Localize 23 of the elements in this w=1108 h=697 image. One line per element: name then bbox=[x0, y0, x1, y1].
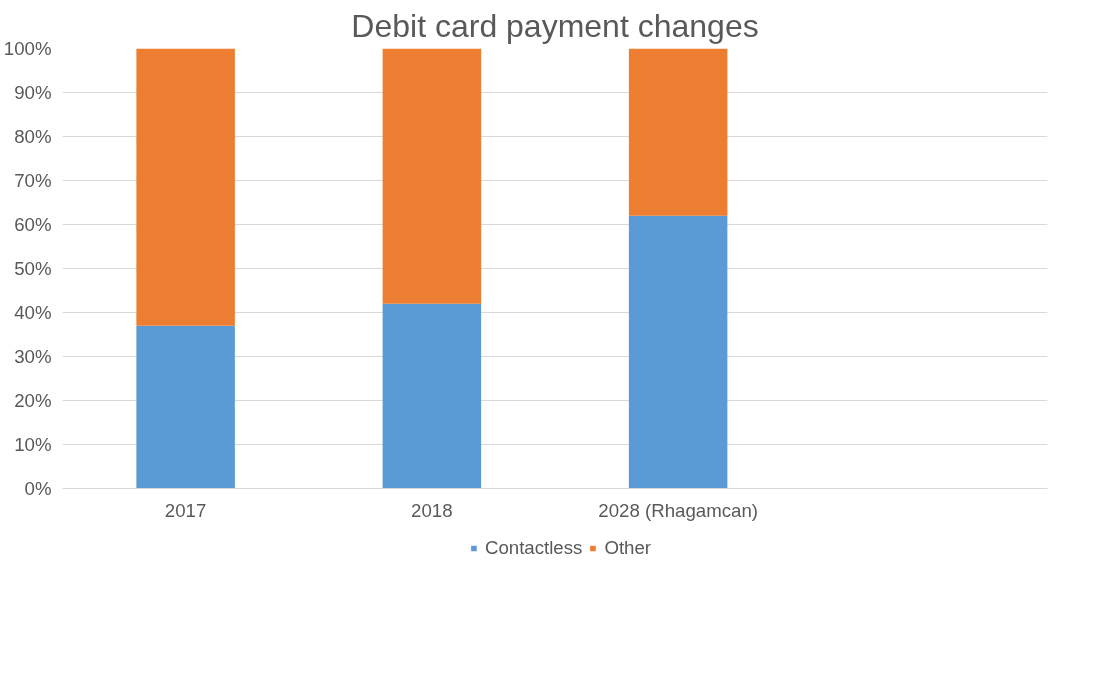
bar bbox=[136, 325, 235, 489]
y-tick-label: 80% bbox=[14, 126, 52, 147]
y-tick-label: 10% bbox=[14, 434, 52, 455]
bar bbox=[628, 215, 728, 489]
x-tick-label: 2028 (Rhagamcan) bbox=[598, 499, 758, 521]
y-tick-label: 100% bbox=[3, 38, 52, 59]
y-tick-label: 70% bbox=[14, 170, 52, 191]
y-tick-label: 30% bbox=[14, 346, 52, 367]
bar bbox=[382, 48, 482, 304]
y-tick-label: 40% bbox=[14, 302, 52, 323]
y-tick-label: 90% bbox=[14, 82, 52, 103]
x-tick-label: 2017 bbox=[164, 499, 207, 521]
y-tick-label: 0% bbox=[24, 478, 52, 499]
bar bbox=[628, 48, 728, 216]
bar bbox=[136, 48, 235, 326]
y-tick-label: 50% bbox=[14, 258, 52, 279]
chart-title: Debit card payment changes bbox=[351, 7, 759, 44]
bar bbox=[382, 303, 482, 489]
x-tick-label: 2018 bbox=[411, 499, 453, 521]
legend-label: Contactless bbox=[484, 537, 583, 559]
y-tick-label: 60% bbox=[14, 214, 52, 235]
legend-label: Other bbox=[604, 537, 652, 559]
y-tick-label: 20% bbox=[14, 390, 52, 411]
